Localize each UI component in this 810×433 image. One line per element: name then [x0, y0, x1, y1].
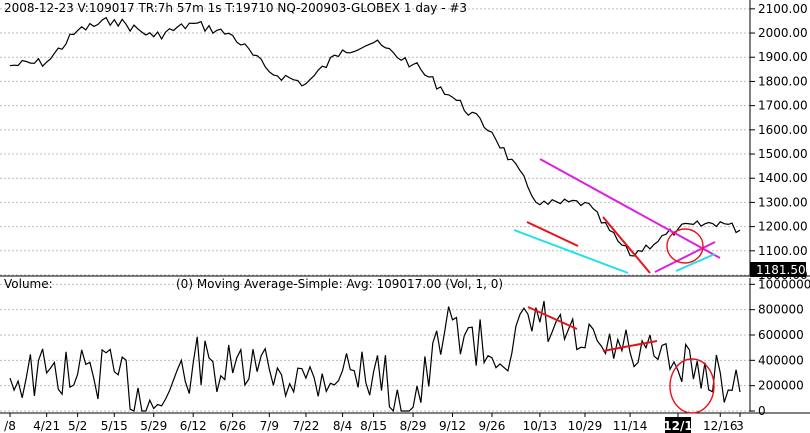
- volume-indicator-label: (0) Moving Average-Simple: Avg: 109017.0…: [176, 277, 503, 291]
- price-tick-label: 1100.00: [758, 244, 808, 258]
- annotation-cyan-line: [513, 229, 629, 274]
- x-tick-label: 4/21: [33, 419, 60, 433]
- price-tick-label: 1300.00: [758, 195, 808, 209]
- annotation-magenta-line: [654, 241, 716, 273]
- x-tick-label: 5/29: [140, 419, 167, 433]
- volume-grid: [0, 283, 750, 412]
- volume-label: Volume:: [4, 277, 53, 291]
- annotation-circle: [666, 228, 704, 264]
- x-tick-label: 5/15: [101, 419, 128, 433]
- annotation-circle: [669, 358, 715, 414]
- x-tick-label: 8/29: [400, 419, 427, 433]
- price-tick-label: 1800.00: [758, 74, 808, 88]
- price-tick-label: 1700.00: [758, 99, 808, 113]
- x-tick-label: 10/29: [568, 419, 603, 433]
- x-tick-label: 9/12: [439, 419, 466, 433]
- annotation-cyan-line: [675, 253, 716, 272]
- x-tick-label: 8/4: [333, 419, 352, 433]
- last-price-label: 1181.50: [756, 263, 806, 277]
- last-price-marker: 1181.50: [750, 262, 806, 277]
- price-tick-label: 1400.00: [758, 171, 808, 185]
- x-tick-label: 12/16: [703, 419, 738, 433]
- x-tick-label: 10/13: [523, 419, 558, 433]
- volume-tick-label: 1000000: [758, 277, 810, 291]
- volume-axis: 0 200000 400000 600000 800000 1000000: [750, 277, 810, 418]
- x-tick-label: 6/26: [219, 419, 246, 433]
- x-tick-label: 8/15: [360, 419, 387, 433]
- price-grid: [0, 8, 750, 276]
- price-series-line: [9, 16, 741, 257]
- x-tick-label: 5/2: [68, 419, 87, 433]
- volume-tick-label: 800000: [758, 303, 804, 317]
- annotation-red-line: [527, 306, 578, 330]
- last-price-box: [750, 262, 806, 277]
- x-tick-highlight: [664, 417, 691, 433]
- price-tick-label: 2000.00: [758, 26, 808, 40]
- x-tick-label: 9/26: [478, 419, 505, 433]
- price-tick-label: 2100.00: [758, 2, 808, 16]
- price-tick-label: 1900.00: [758, 50, 808, 64]
- annotation-red-line: [602, 340, 658, 352]
- annotation-magenta-line: [539, 158, 721, 259]
- chart-header-info: 2008-12-23 V:109017 TR:7h 57m 1s T:19710…: [4, 1, 467, 15]
- volume-tick-label: 0: [758, 404, 766, 418]
- volume-tick-label: 200000: [758, 379, 804, 393]
- x-tick-label: 3: [736, 419, 744, 433]
- price-tick-label: 1500.00: [758, 147, 808, 161]
- annotation-red-line: [602, 216, 651, 274]
- x-tick-label: 12/1: [663, 419, 692, 433]
- x-tick-label: 7/22: [292, 419, 319, 433]
- x-tick-label: /8: [4, 419, 16, 433]
- volume-tick-label: 600000: [758, 328, 804, 342]
- price-axis: 1000.001100.001200.001300.001400.001500.…: [750, 2, 808, 282]
- price-tick-label: 1200.00: [758, 220, 808, 234]
- volume-series-line: [9, 300, 741, 413]
- price-tick-label: 1600.00: [758, 123, 808, 137]
- x-tick-label: 11/14: [613, 419, 648, 433]
- x-tick-label: 7/9: [260, 419, 279, 433]
- annotation-red-line: [526, 221, 579, 247]
- annotations: [513, 158, 721, 414]
- x-tick-label: 6/12: [180, 419, 207, 433]
- volume-tick-label: 400000: [758, 353, 804, 367]
- x-axis: /8 4/21 5/2 5/15 5/29 6/12 6/26 7/9 7/22 8/4 8/15 8…: [4, 413, 744, 433]
